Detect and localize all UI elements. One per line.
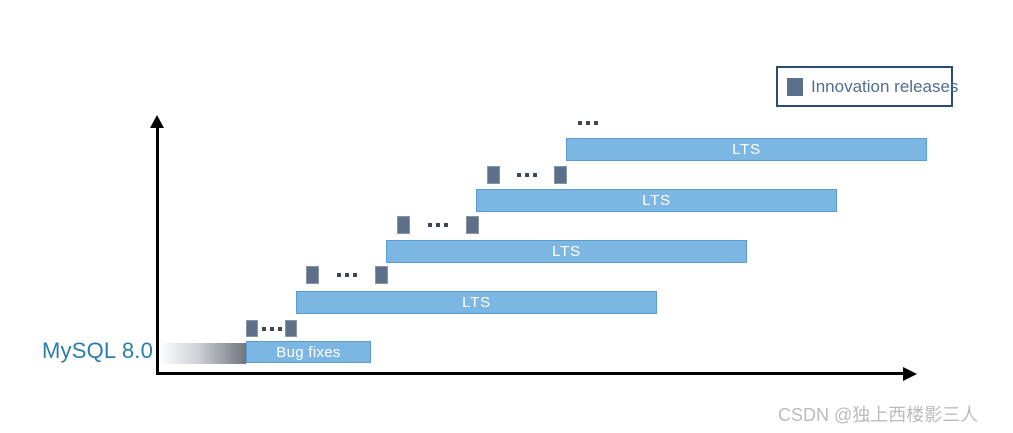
dot [261,326,266,331]
ellipsis-dots [258,326,285,331]
innovation-markers-row-0 [246,320,297,337]
dot [353,273,357,277]
ellipsis-dots-top [578,121,598,125]
lts-bar-1: LTS [296,291,657,314]
dot [277,326,282,331]
dot [594,121,598,125]
ellipsis-dots [410,223,466,227]
dot [517,173,521,177]
innovation-markers-row-1 [306,266,388,284]
x-axis-arrowhead-icon [903,367,917,381]
legend-label: Innovation releases [811,76,959,96]
innovation-release-swatch-icon [787,77,803,96]
dot [586,121,590,125]
lts-bar-2: LTS [386,240,747,263]
innovation-release-marker [375,266,388,284]
dot [525,173,529,177]
innovation-release-marker [466,216,479,234]
lts-bar-4: LTS [566,138,927,161]
ellipsis-dots [500,173,554,177]
dot [428,223,432,227]
innovation-markers-row-3 [487,166,567,184]
dot [337,273,341,277]
innovation-release-marker [487,166,500,184]
pre-release-gradient-bar [159,343,246,364]
bug-fixes-bar: Bug fixes [246,341,371,363]
y-axis-line [156,127,159,375]
x-axis-line [156,372,906,375]
dot [269,326,274,331]
dot [444,223,448,227]
lts-bar-3: LTS [476,189,837,212]
dot [578,121,582,125]
ellipsis-dots [319,273,375,277]
innovation-release-marker [306,266,319,284]
innovation-release-marker [397,216,410,234]
y-axis-label: MySQL 8.0 [42,338,154,363]
innovation-markers-row-2 [397,216,479,234]
legend-box: Innovation releases [776,66,958,107]
innovation-release-marker [285,320,297,337]
innovation-release-marker [246,320,258,337]
y-axis-arrowhead-icon [150,115,164,128]
dot [345,273,349,277]
innovation-release-marker [554,166,567,184]
watermark: CSDN @独上西楼影三人 [778,405,979,425]
dot [533,173,537,177]
dot [436,223,440,227]
